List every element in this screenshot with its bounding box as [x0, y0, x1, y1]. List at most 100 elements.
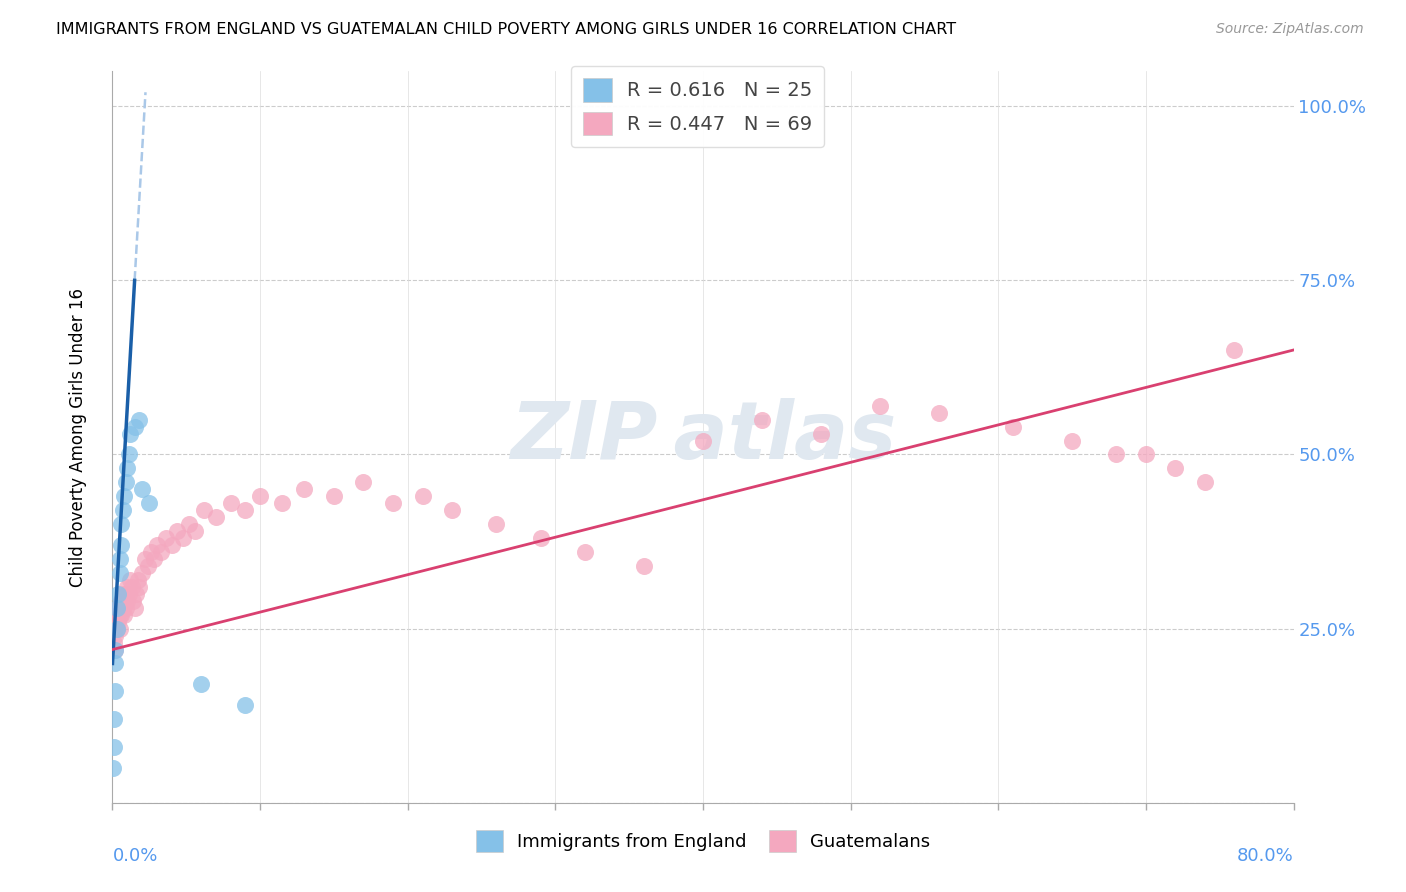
Point: [249, 489, 271, 503]
Point: [127, 573, 149, 587]
Point: [323, 489, 346, 503]
Point: [139, 545, 162, 559]
Point: [108, 607, 131, 622]
Point: [114, 587, 136, 601]
Text: 0.0%: 0.0%: [112, 847, 157, 864]
Point: [928, 406, 950, 420]
Point: [131, 483, 153, 497]
Point: [105, 622, 128, 636]
Point: [110, 517, 132, 532]
Point: [150, 545, 173, 559]
Point: [104, 642, 127, 657]
Point: [105, 622, 128, 636]
Point: [125, 587, 148, 601]
Point: [103, 622, 125, 636]
Point: [190, 677, 212, 691]
Point: [112, 489, 135, 503]
Legend: Immigrants from England, Guatemalans: Immigrants from England, Guatemalans: [468, 823, 938, 860]
Point: [120, 426, 142, 441]
Point: [1001, 419, 1024, 434]
Text: IMMIGRANTS FROM ENGLAND VS GUATEMALAN CHILD POVERTY AMONG GIRLS UNDER 16 CORRELA: IMMIGRANTS FROM ENGLAND VS GUATEMALAN CH…: [56, 22, 956, 37]
Point: [103, 712, 125, 726]
Point: [1194, 475, 1216, 490]
Point: [205, 510, 228, 524]
Point: [117, 461, 138, 475]
Point: [529, 531, 551, 545]
Point: [441, 503, 464, 517]
Point: [193, 503, 215, 517]
Point: [117, 580, 138, 594]
Point: [292, 483, 315, 497]
Point: [111, 600, 134, 615]
Point: [124, 419, 146, 434]
Point: [138, 496, 160, 510]
Point: [128, 412, 150, 426]
Point: [172, 531, 194, 545]
Point: [104, 629, 127, 643]
Point: [108, 566, 131, 580]
Point: [114, 600, 136, 615]
Point: [122, 594, 145, 608]
Point: [103, 635, 125, 649]
Point: [574, 545, 596, 559]
Point: [103, 761, 125, 775]
Point: [1164, 461, 1187, 475]
Point: [110, 538, 132, 552]
Point: [142, 552, 165, 566]
Point: [146, 538, 169, 552]
Point: [114, 475, 136, 490]
Point: [751, 412, 773, 426]
Point: [118, 587, 141, 601]
Point: [160, 538, 183, 552]
Point: [104, 684, 127, 698]
Point: [121, 580, 143, 594]
Point: [136, 558, 159, 573]
Point: [271, 496, 294, 510]
Point: [105, 600, 128, 615]
Point: [131, 566, 153, 580]
Point: [219, 496, 242, 510]
Point: [110, 607, 132, 622]
Point: [233, 698, 256, 713]
Point: [810, 426, 832, 441]
Point: [233, 503, 256, 517]
Point: [112, 594, 135, 608]
Point: [179, 517, 201, 532]
Point: [134, 552, 156, 566]
Point: [107, 587, 129, 601]
Point: [1105, 448, 1128, 462]
Point: [107, 615, 129, 629]
Point: [105, 607, 128, 622]
Point: [1135, 448, 1157, 462]
Point: [485, 517, 508, 532]
Y-axis label: Child Poverty Among Girls Under 16: Child Poverty Among Girls Under 16: [69, 287, 87, 587]
Point: [110, 594, 132, 608]
Point: [633, 558, 655, 573]
Point: [107, 600, 129, 615]
Text: 80.0%: 80.0%: [1237, 847, 1294, 864]
Point: [118, 448, 141, 462]
Point: [692, 434, 714, 448]
Point: [108, 622, 131, 636]
Point: [155, 531, 177, 545]
Point: [411, 489, 433, 503]
Text: ZIP atlas: ZIP atlas: [510, 398, 896, 476]
Point: [103, 740, 125, 755]
Point: [184, 524, 207, 538]
Point: [104, 657, 127, 671]
Point: [111, 587, 134, 601]
Point: [104, 642, 127, 657]
Point: [352, 475, 374, 490]
Point: [124, 600, 146, 615]
Point: [120, 573, 142, 587]
Point: [166, 524, 188, 538]
Point: [112, 607, 135, 622]
Point: [111, 503, 134, 517]
Point: [1062, 434, 1084, 448]
Point: [108, 552, 131, 566]
Text: Source: ZipAtlas.com: Source: ZipAtlas.com: [1216, 22, 1364, 37]
Point: [869, 399, 891, 413]
Point: [117, 594, 138, 608]
Point: [382, 496, 405, 510]
Point: [1223, 343, 1246, 357]
